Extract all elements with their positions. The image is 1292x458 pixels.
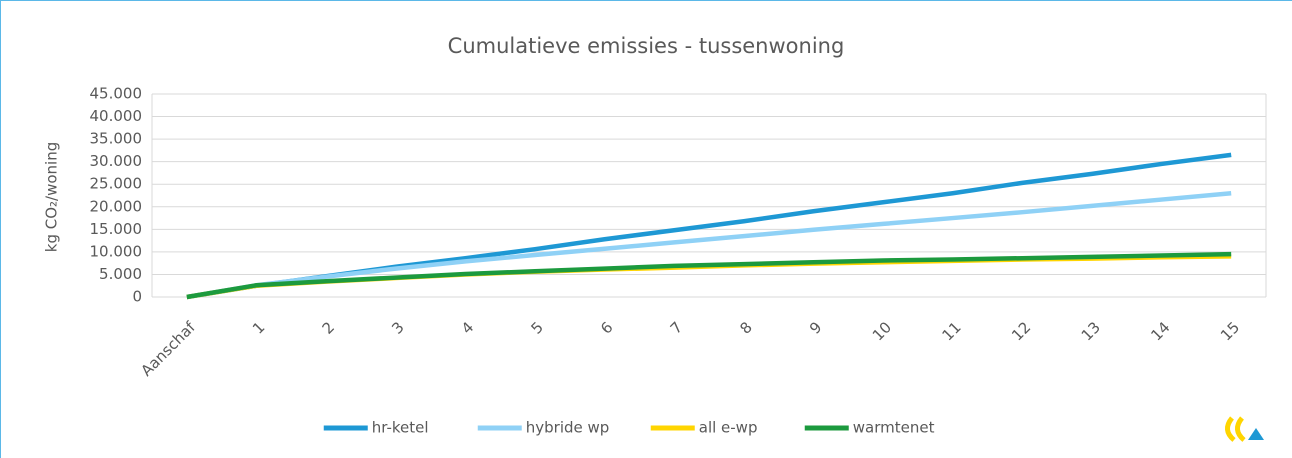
logo (1225, 416, 1264, 442)
legend-label: hybride wp (526, 419, 610, 437)
y-tick-label: 20.000 (90, 197, 143, 215)
x-tick-label: 11 (938, 318, 964, 344)
x-tick-label: 1 (249, 318, 268, 337)
legend-label: hr-ketel (372, 419, 429, 437)
y-tick-label: 10.000 (90, 242, 143, 260)
chart-title: Cumulatieve emissies - tussenwoning (448, 34, 845, 58)
x-tick-label: 14 (1147, 318, 1173, 344)
y-tick-label: 15.000 (90, 220, 143, 238)
x-tick-label: 10 (869, 318, 895, 344)
x-tick-label: 3 (388, 318, 407, 337)
x-tick-label: 8 (736, 318, 755, 337)
x-tick-label: Aanschaf (137, 318, 199, 380)
x-tick-label: 7 (667, 318, 686, 337)
x-tick-label: 2 (319, 318, 338, 337)
legend-label: warmtenet (853, 419, 935, 437)
series-line (186, 191, 1232, 300)
legend-label: all e-wp (699, 419, 758, 437)
y-tick-label: 45.000 (90, 85, 143, 103)
x-tick-label: 4 (458, 318, 477, 337)
x-tick-label: 15 (1217, 318, 1243, 344)
y-tick-label: 5.000 (99, 265, 142, 283)
x-tick-label: 6 (597, 318, 616, 337)
x-tick-label: 13 (1078, 318, 1104, 344)
y-tick-label: 35.000 (90, 130, 143, 148)
series-line (186, 251, 1232, 300)
y-tick-label: 0 (132, 288, 142, 306)
x-tick-label: 9 (806, 318, 825, 337)
y-tick-label: 30.000 (90, 152, 143, 170)
y-axis-label: kg CO₂/woning (43, 142, 61, 252)
x-tick-label: 12 (1008, 318, 1034, 344)
y-tick-label: 40.000 (90, 107, 143, 125)
x-tick-label: 5 (527, 318, 546, 337)
y-tick-label: 25.000 (90, 175, 143, 193)
